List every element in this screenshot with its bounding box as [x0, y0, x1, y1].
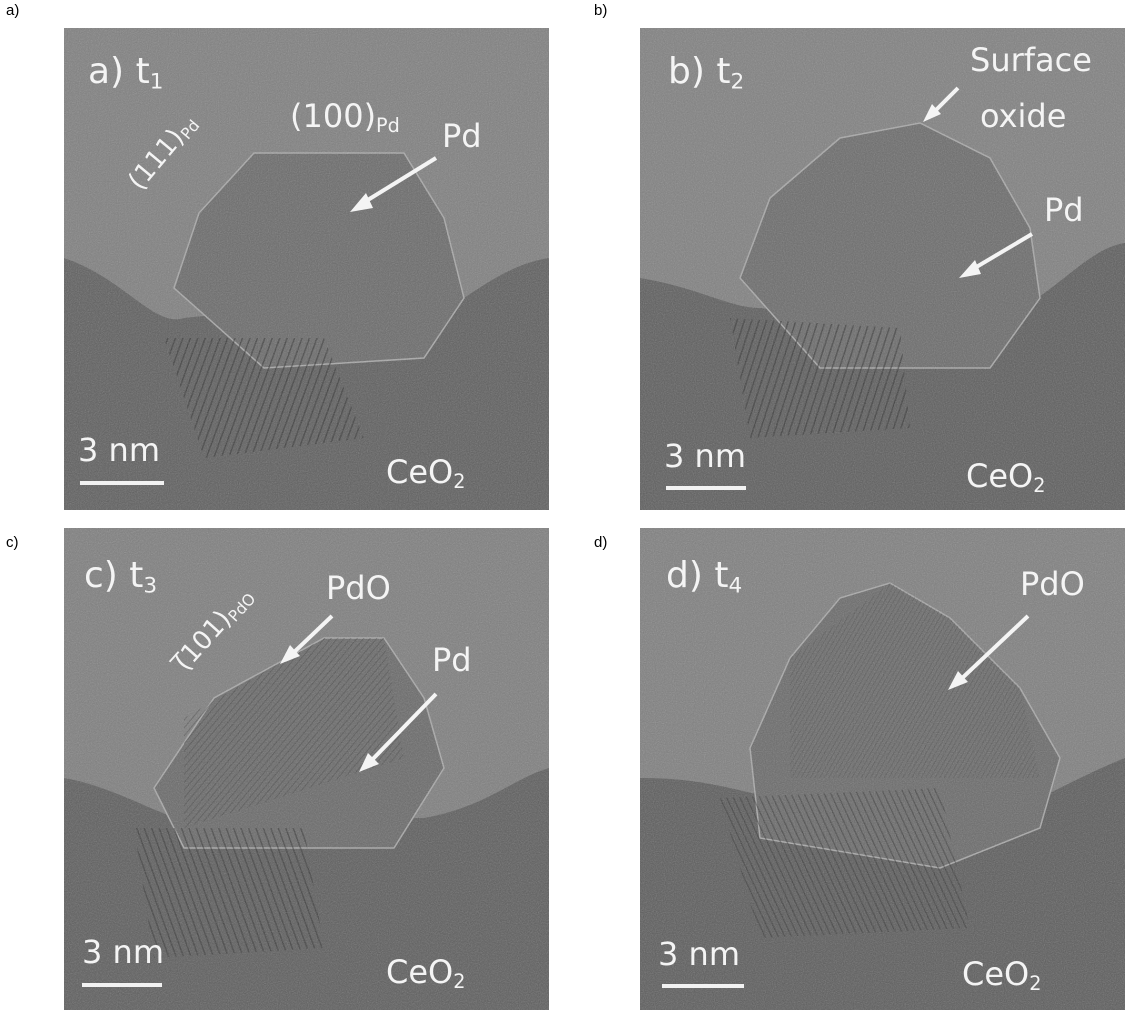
panel-a-letter: a): [88, 51, 125, 92]
panel-b-oxide-line2: oxide: [980, 97, 1067, 135]
substrate-d-sub: 2: [1029, 971, 1042, 995]
figure-label-a: a): [6, 2, 20, 19]
substrate-d-text: CeO: [962, 955, 1030, 993]
panel-c-scale-label: 3 nm: [82, 933, 164, 971]
tem-image-b: [640, 28, 1125, 510]
substrate-b-sub: 2: [1033, 473, 1046, 497]
panel-a-title: a) t1: [88, 54, 163, 93]
tem-panel-c: c) t3 (̅101)PdO PdO Pd 3 nm CeO2: [64, 528, 549, 1010]
panel-a-time: t: [135, 51, 150, 92]
panel-b-scale-label: 3 nm: [664, 437, 746, 475]
panel-b-oxide-line1: Surface: [970, 41, 1092, 79]
panel-a-scale-label: 3 nm: [78, 431, 160, 469]
tem-panel-d: d) t4 PdO 3 nm CeO2: [640, 528, 1125, 1010]
panel-a-plane-100: (100)Pd: [290, 100, 400, 135]
panel-b-time-sub: 2: [730, 69, 745, 95]
panel-b-scale-bar: [666, 486, 746, 490]
substrate-b-text: CeO: [966, 457, 1034, 495]
panel-c-scale-bar: [82, 983, 162, 987]
panel-c-pdo-label: PdO: [326, 569, 391, 607]
panel-d-time-sub: 4: [728, 573, 743, 599]
figure-label-d: d): [594, 534, 608, 551]
tem-panel-b: b) t2 Surface oxide Pd 3 nm CeO2: [640, 28, 1125, 510]
panel-b-title: b) t2: [668, 54, 744, 93]
tem-panel-a: a) t1 (111)Pd (100)Pd Pd 3 nm CeO2: [64, 28, 549, 510]
substrate-c-text: CeO: [386, 953, 454, 991]
panel-c-letter: c): [84, 555, 118, 596]
plane-100-text: (100): [290, 97, 377, 135]
plane-100-sub: Pd: [376, 113, 400, 137]
panel-c-title: c) t3: [84, 558, 157, 597]
panel-c-time: t: [129, 555, 144, 596]
panel-d-title: d) t4: [666, 558, 742, 597]
substrate-a-text: CeO: [386, 453, 454, 491]
panel-d-pdo-label: PdO: [1020, 565, 1085, 603]
panel-a-scale-bar: [80, 481, 164, 485]
panel-b-letter: b): [668, 51, 705, 92]
panel-d-scale-label: 3 nm: [658, 935, 740, 973]
tem-image-c: [64, 528, 549, 1010]
panel-d-letter: d): [666, 555, 703, 596]
panel-c-substrate: CeO2: [386, 956, 465, 991]
panel-a-substrate: CeO2: [386, 456, 465, 491]
substrate-a-sub: 2: [453, 469, 466, 493]
panel-a-time-sub: 1: [149, 69, 164, 95]
panel-b-pd-label: Pd: [1044, 191, 1084, 229]
panel-b-time: t: [716, 51, 731, 92]
panel-b-substrate: CeO2: [966, 460, 1045, 495]
substrate-c-sub: 2: [453, 969, 466, 993]
panel-d-time: t: [714, 555, 729, 596]
figure-label-c: c): [6, 534, 19, 551]
figure-label-b: b): [594, 2, 608, 19]
panel-d-scale-bar: [662, 984, 744, 988]
panel-c-pd-label: Pd: [432, 641, 472, 679]
panel-d-substrate: CeO2: [962, 958, 1041, 993]
panel-c-time-sub: 3: [143, 573, 158, 599]
tem-image-d: [640, 528, 1125, 1010]
panel-a-pd-label: Pd: [442, 117, 482, 155]
